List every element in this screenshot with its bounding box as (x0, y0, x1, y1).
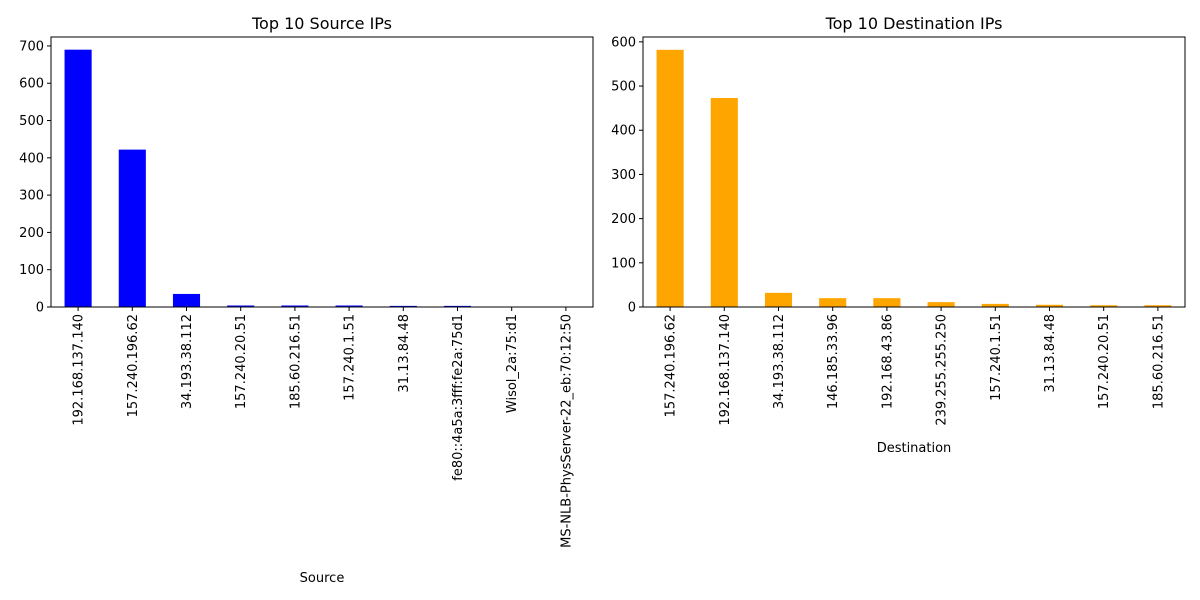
bar-6 (927, 302, 955, 307)
chart-title: Top 10 Source IPs (251, 14, 392, 33)
bar-5 (873, 298, 901, 307)
x-tick-label: 34.193.38.112 (180, 314, 195, 409)
bar-3 (172, 293, 201, 307)
x-tick-label: 192.168.137.140 (72, 314, 87, 426)
x-axis: 157.240.196.62 192.168.137.140 34.193.38.1… (664, 307, 1166, 426)
plot-frame (642, 36, 1186, 308)
bar-3 (764, 292, 793, 307)
source-ips-chart: Top 10 Source IPs 0 100 200 300 400 500 600 700… (19, 14, 594, 586)
bar-10 (1144, 305, 1172, 307)
x-tick-label: 146.185.33.96 (826, 314, 841, 409)
y-tick-label: 400 (611, 124, 636, 139)
x-tick-label: MS-NLB-PhysServer-22_eb:70:12:50 (559, 314, 574, 548)
x-tick-label: 157.240.20.51 (1097, 314, 1112, 409)
x-tick-label: 192.168.137.140 (718, 314, 733, 426)
y-tick-label: 200 (19, 226, 44, 241)
x-tick-label: 157.240.196.62 (126, 314, 141, 417)
y-tick-label: 0 (36, 301, 44, 316)
bar-8 (443, 305, 472, 307)
x-tick-label: 34.193.38.112 (772, 314, 787, 409)
chart-title: Top 10 Destination IPs (825, 14, 1003, 33)
x-tick-label: 157.240.196.62 (664, 314, 679, 417)
bars-group (656, 49, 1172, 307)
bar-9 (1090, 305, 1118, 307)
bar-6 (335, 305, 363, 307)
y-axis: 0 100 200 300 400 500 600 (611, 35, 643, 316)
y-tick-label: 600 (19, 77, 44, 92)
x-tick-label: 185.60.216.51 (288, 314, 303, 409)
y-axis: 0 100 200 300 400 500 600 700 (19, 39, 51, 316)
x-tick-label: 239.255.255.250 (935, 314, 950, 426)
x-tick-label: 31.13.84.48 (1043, 314, 1058, 393)
x-axis-label: Destination (877, 441, 952, 456)
x-tick-label: 192.168.43.86 (880, 314, 895, 409)
bar-2 (710, 97, 738, 307)
plot-frame (50, 36, 594, 308)
x-tick-label: fe80::4a5a:3fff:fe2a:75d1 (451, 314, 466, 481)
bar-7 (981, 303, 1009, 307)
y-tick-label: 600 (611, 35, 636, 50)
bar-1 (656, 49, 684, 307)
y-tick-label: 100 (19, 263, 44, 278)
bar-8 (1035, 304, 1064, 307)
x-tick-label: Wisol_2a:75:d1 (505, 314, 520, 413)
y-tick-label: 100 (611, 256, 636, 271)
bar-1 (64, 49, 92, 307)
x-tick-label: 31.13.84.48 (397, 314, 412, 393)
x-axis-label: Source (300, 571, 345, 586)
x-tick-label: 185.60.216.51 (1151, 314, 1166, 409)
bar-5 (281, 305, 309, 307)
y-tick-label: 500 (611, 80, 636, 95)
y-tick-label: 400 (19, 151, 44, 166)
y-tick-label: 700 (19, 39, 44, 54)
y-tick-label: 300 (19, 189, 44, 204)
x-tick-label: 157.240.1.51 (343, 314, 358, 401)
bar-7 (389, 305, 417, 307)
y-tick-label: 500 (19, 114, 44, 129)
bar-4 (819, 298, 847, 307)
bars-group (64, 49, 580, 307)
x-tick-label: 157.240.20.51 (234, 314, 249, 409)
bar-2 (118, 149, 146, 307)
bar-4 (227, 305, 255, 307)
x-tick-label: 157.240.1.51 (989, 314, 1004, 401)
y-tick-label: 0 (628, 301, 636, 316)
destination-ips-chart: Top 10 Destination IPs 0 100 200 300 400 500 6… (611, 14, 1186, 456)
y-tick-label: 300 (611, 168, 636, 183)
y-tick-label: 200 (611, 212, 636, 227)
x-axis: 192.168.137.140 157.240.196.62 34.193.38.1… (72, 307, 574, 548)
